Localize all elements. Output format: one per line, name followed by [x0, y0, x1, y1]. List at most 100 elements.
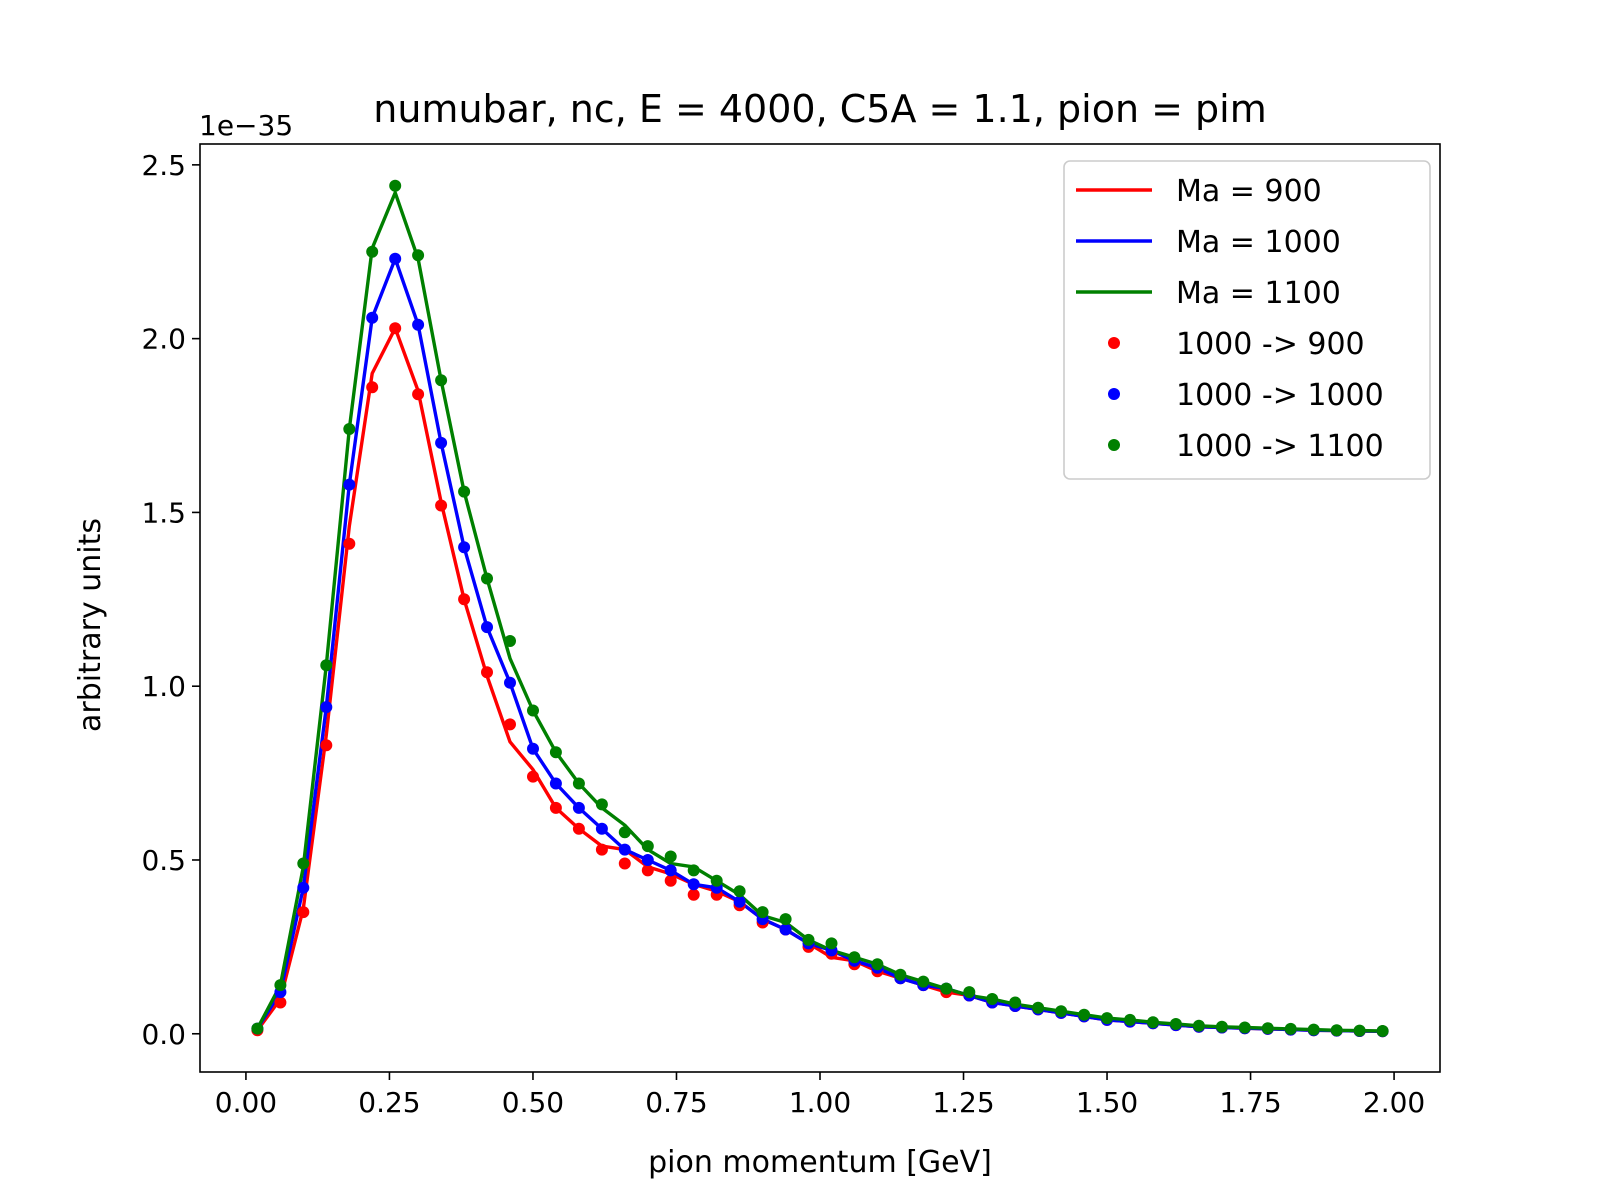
data-point: [1055, 1005, 1068, 1018]
data-point: [412, 249, 425, 262]
plot-area: [251, 179, 1389, 1038]
data-point: [343, 423, 356, 435]
data-point: [435, 436, 448, 449]
y-tick-label: 2.5: [141, 149, 186, 182]
x-tick-label: 0.25: [358, 1086, 420, 1119]
data-point: [1032, 1001, 1045, 1014]
data-point: [1192, 1019, 1205, 1032]
data-point: [1078, 1008, 1091, 1021]
data-point: [274, 996, 287, 1009]
data-point: [366, 381, 379, 394]
data-point: [297, 881, 310, 894]
data-point: [595, 798, 608, 811]
data-point: [641, 840, 654, 853]
data-point: [481, 666, 493, 679]
legend-label: Ma = 900: [1176, 174, 1322, 209]
data-point: [687, 888, 700, 901]
data-point: [687, 864, 700, 877]
data-point: [572, 822, 585, 835]
data-point: [572, 777, 585, 790]
data-point: [297, 906, 310, 919]
data-point: [1330, 1024, 1343, 1037]
x-tick-label: 1.50: [1076, 1086, 1138, 1119]
data-point: [549, 801, 562, 814]
data-point: [1376, 1025, 1389, 1037]
y-axis: 0.0 0.5 1.0 1.5 2.0 2.5: [141, 149, 200, 1051]
y-tick-label: 0.0: [141, 1018, 186, 1051]
data-point: [618, 826, 631, 839]
data-point: [595, 822, 608, 835]
data-point: [1169, 1018, 1182, 1030]
data-point: [917, 975, 930, 988]
data-point: [504, 718, 516, 731]
data-point: [1147, 1016, 1159, 1029]
legend-label: 1000 -> 1100: [1176, 429, 1384, 464]
y-tick-label: 1.5: [141, 496, 186, 529]
x-tick-label: 0.75: [645, 1086, 707, 1119]
data-point: [1124, 1013, 1136, 1026]
data-point: [320, 701, 333, 714]
data-point: [366, 311, 379, 324]
data-point: [595, 843, 608, 856]
data-point: [527, 704, 539, 717]
legend: Ma = 900 Ma = 1000 Ma = 1100 1000 -> 900 100…: [1063, 160, 1431, 480]
data-point: [458, 541, 471, 554]
data-point: [366, 245, 379, 258]
legend-marker-swatch: [1108, 388, 1120, 400]
legend-marker-swatch: [1108, 439, 1120, 451]
data-point: [940, 982, 953, 995]
data-point: [549, 746, 562, 759]
y-offset-label: 1e−35: [199, 109, 293, 142]
y-tick-label: 0.5: [141, 844, 186, 877]
x-tick-label: 0.00: [215, 1086, 277, 1119]
data-point: [1284, 1022, 1297, 1035]
data-point: [1261, 1022, 1274, 1035]
data-point: [320, 659, 333, 672]
data-point: [297, 857, 310, 870]
x-axis-label: pion momentum [GeV]: [648, 1145, 992, 1180]
data-point: [779, 923, 792, 936]
legend-label: Ma = 1000: [1176, 225, 1341, 260]
data-point: [664, 874, 677, 887]
data-point: [251, 1022, 264, 1035]
data-point: [504, 676, 516, 689]
legend-label: Ma = 1100: [1176, 276, 1341, 311]
data-point: [527, 742, 539, 755]
data-point: [343, 537, 356, 550]
data-point: [389, 252, 402, 265]
legend-label: 1000 -> 1000: [1176, 378, 1384, 413]
data-point: [343, 478, 356, 491]
data-point: [1353, 1024, 1366, 1037]
data-point: [320, 739, 333, 752]
legend-label: 1000 -> 900: [1176, 327, 1365, 362]
data-point: [825, 937, 838, 950]
data-point: [664, 864, 677, 877]
data-point: [618, 857, 631, 870]
x-tick-label: 1.75: [1219, 1086, 1281, 1119]
data-point: [412, 388, 425, 401]
data-point: [389, 179, 402, 192]
x-tick-label: 2.00: [1363, 1086, 1425, 1119]
x-tick-label: 1.00: [789, 1086, 851, 1119]
data-point: [435, 374, 448, 387]
chart-title: numubar, nc, E = 4000, C5A = 1.1, pion =…: [373, 87, 1266, 131]
data-point: [733, 895, 746, 908]
data-point: [458, 485, 471, 498]
data-point: [733, 885, 746, 898]
data-point: [1238, 1021, 1251, 1034]
data-point: [412, 318, 425, 331]
data-point: [894, 968, 907, 981]
data-point: [572, 801, 585, 814]
y-tick-label: 2.0: [141, 323, 186, 356]
data-point: [1307, 1023, 1320, 1036]
data-point: [458, 593, 471, 606]
data-point: [435, 499, 448, 512]
legend-box: [1063, 160, 1431, 480]
data-point: [802, 933, 815, 946]
data-point: [1009, 996, 1022, 1009]
data-point: [641, 854, 654, 866]
data-point: [274, 979, 287, 992]
data-point: [504, 635, 516, 647]
legend-marker-swatch: [1108, 337, 1120, 349]
